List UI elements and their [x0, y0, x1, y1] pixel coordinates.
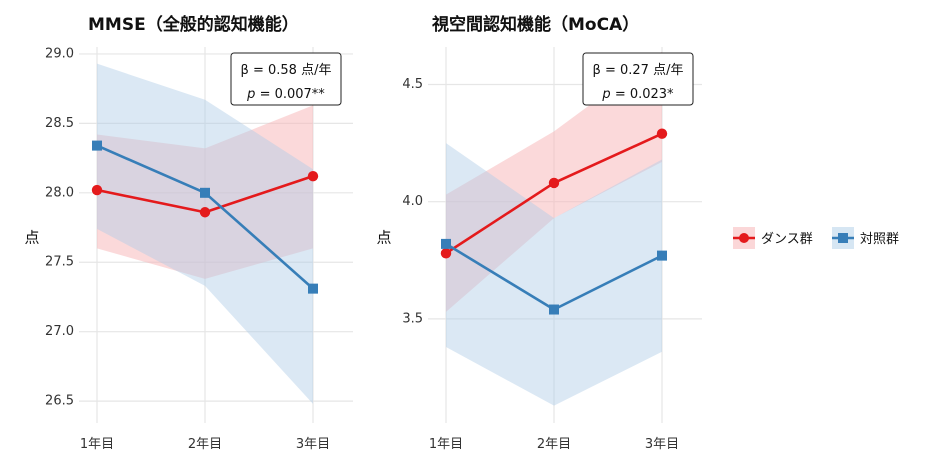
- legend-item-dance: ダンス群: [733, 227, 813, 249]
- stats-beta: β = 0.27 点/年: [593, 63, 684, 78]
- y-tick-label: 29.0: [45, 46, 74, 61]
- moca-panel: 視空間認知機能（MoCA） 点 3.5 4.0 4.5 1年目 2年目 3年目 β = …: [376, 14, 702, 452]
- x-tick-label: 1年目: [429, 437, 463, 452]
- data-point-circle: [307, 170, 319, 182]
- x-tick-label: 3年目: [645, 437, 679, 452]
- y-tick-label: 4.0: [402, 194, 423, 209]
- panel-title: MMSE（全般的認知機能）: [88, 14, 299, 35]
- data-point-square: [657, 250, 667, 261]
- y-tick-label: 27.5: [45, 255, 74, 270]
- data-point-square: [441, 238, 451, 249]
- data-point-circle: [91, 184, 103, 196]
- mmse-panel: MMSE（全般的認知機能） 点 26.5 27.0 27.5 28.0 28.5 29.0…: [24, 14, 353, 452]
- x-tick-labels: 1年目 2年目 3年目: [80, 437, 330, 452]
- x-tick-label: 1年目: [80, 437, 114, 452]
- stats-p: p = 0.023*: [601, 87, 674, 102]
- y-axis-label: 点: [24, 229, 39, 247]
- legend-label: ダンス群: [761, 232, 813, 247]
- stats-p-value: = 0.023*: [611, 87, 674, 102]
- stats-annotation-box: [230, 52, 342, 106]
- y-tick-label: 28.0: [45, 185, 74, 200]
- data-point-square: [549, 304, 559, 315]
- legend-marker-circle: [739, 233, 749, 243]
- legend-item-control: 対照群: [832, 227, 899, 249]
- series-markers: [440, 128, 668, 315]
- data-point-square: [308, 283, 318, 294]
- stats-p-symbol: p: [601, 87, 610, 102]
- data-point-square: [92, 140, 102, 151]
- confidence-band: [97, 63, 313, 404]
- y-tick-label: 26.5: [45, 394, 74, 409]
- y-tick-labels: 3.5 4.0 4.5: [402, 77, 423, 326]
- data-point-circle: [199, 207, 211, 218]
- stats-annotation: β = 0.58 点/年 p = 0.007**: [230, 52, 342, 106]
- stats-p-value: = 0.007**: [255, 87, 325, 102]
- y-tick-label: 3.5: [402, 311, 423, 326]
- data-point-square: [200, 187, 210, 198]
- x-tick-label: 3年目: [296, 437, 330, 452]
- x-tick-labels: 1年目 2年目 3年目: [429, 437, 679, 452]
- legend-label: 対照群: [860, 232, 899, 247]
- y-tick-label: 27.0: [45, 324, 74, 339]
- stats-p: p = 0.007**: [246, 87, 325, 102]
- x-tick-label: 2年目: [188, 437, 222, 452]
- stats-beta: β = 0.58 点/年: [241, 63, 332, 78]
- data-point-circle: [440, 248, 452, 259]
- stats-annotation-box: [582, 52, 694, 106]
- x-tick-label: 2年目: [537, 437, 571, 452]
- y-tick-labels: 26.5 27.0 27.5 28.0 28.5 29.0: [45, 46, 74, 408]
- legend: ダンス群 対照群: [733, 227, 899, 249]
- stats-annotation: β = 0.27 点/年 p = 0.023*: [582, 52, 694, 106]
- y-axis-label: 点: [376, 229, 391, 247]
- legend-marker-square: [838, 233, 848, 243]
- series-markers: [91, 140, 319, 294]
- y-tick-label: 28.5: [45, 116, 74, 131]
- data-point-circle: [548, 177, 560, 189]
- stats-p-symbol: p: [246, 87, 255, 102]
- data-point-circle: [656, 128, 668, 139]
- confidence-band: [446, 143, 662, 406]
- y-tick-label: 4.5: [402, 77, 423, 92]
- panel-title: 視空間認知機能（MoCA）: [431, 14, 639, 35]
